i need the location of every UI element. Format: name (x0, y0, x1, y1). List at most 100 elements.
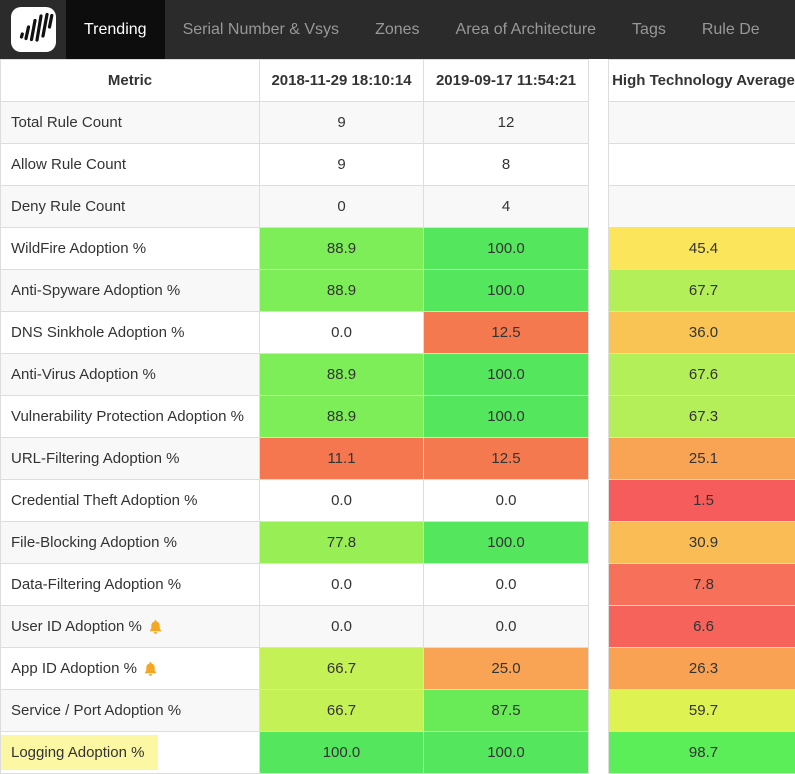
snapshot2-value-cell: 12 (423, 101, 589, 144)
snapshot2-value-cell: 100.0 (423, 269, 589, 312)
table-row: App ID Adoption % 66.7 25.0 (0, 647, 589, 690)
industry-table-row: 67.3 (608, 395, 795, 438)
metric-label-cell: DNS Sinkhole Adoption % (0, 311, 260, 354)
snapshot2-value-cell: 0.0 (423, 479, 589, 522)
metric-label-cell: Total Rule Count (0, 101, 260, 144)
metric-label: WildFire Adoption % (11, 240, 147, 258)
nav-tab-label: Rule De (701, 20, 760, 38)
metric-label-cell: Service / Port Adoption % (0, 689, 260, 732)
metric-label-cell: Data-Filtering Adoption % (0, 563, 260, 606)
snapshot1-value-cell: 9 (259, 143, 424, 186)
industry-table-row (608, 143, 795, 186)
metric-label: Anti-Spyware Adoption % (11, 282, 181, 300)
snapshot1-value-cell: 9 (259, 101, 424, 144)
app-logo[interactable] (0, 0, 66, 59)
nav-tab-area-of-architecture[interactable]: Area of Architecture (438, 0, 615, 59)
snapshot1-value-cell: 0.0 (259, 311, 424, 354)
trend-table: Metric 2018-11-29 18:10:14 2019-09-17 11… (0, 59, 589, 774)
table-row: Credential Theft Adoption % 0.0 0.0 (0, 479, 589, 522)
metric-label: App ID Adoption % (11, 660, 137, 678)
table-row: Deny Rule Count 0 4 (0, 185, 589, 228)
industry-average-value-cell: 45.4 (608, 227, 795, 270)
industry-average-value-cell (608, 101, 795, 144)
industry-average-value-cell: 67.7 (608, 269, 795, 312)
snapshot1-value-cell: 0.0 (259, 479, 424, 522)
nav-tab-serial-number-vsys[interactable]: Serial Number & Vsys (165, 0, 358, 59)
metric-label-cell: Allow Rule Count (0, 143, 260, 186)
table-row: DNS Sinkhole Adoption % 0.0 12.5 (0, 311, 589, 354)
nav-tab-zones[interactable]: Zones (357, 0, 437, 59)
industry-average-column-header: High Technology Average (608, 59, 795, 102)
snapshot1-value-cell: 77.8 (259, 521, 424, 564)
metric-label: Allow Rule Count (11, 156, 127, 174)
industry-table-row: 1.5 (608, 479, 795, 522)
nav-tab-trending[interactable]: Trending (66, 0, 165, 59)
table-row: User ID Adoption % 0.0 0.0 (0, 605, 589, 648)
metric-label: Total Rule Count (11, 114, 122, 132)
nav-tab-rule-de[interactable]: Rule De (684, 0, 778, 59)
table-row: Allow Rule Count 9 8 (0, 143, 589, 186)
industry-average-value-cell: 25.1 (608, 437, 795, 480)
metric-label: Logging Adoption % (1, 735, 159, 770)
snapshot1-value-cell: 88.9 (259, 269, 424, 312)
top-nav: Trending Serial Number & Vsys Zones Area of… (0, 0, 795, 59)
industry-average-value-cell: 36.0 (608, 311, 795, 354)
snapshot1-value-cell: 11.1 (259, 437, 424, 480)
metric-column-header: Metric (0, 59, 260, 102)
industry-average-value-cell: 6.6 (608, 605, 795, 648)
industry-average-value-cell: 1.5 (608, 479, 795, 522)
industry-table-row (608, 101, 795, 144)
industry-average-table: High Technology Average 45.4 67.7 36.0 6… (608, 59, 795, 774)
metric-label-cell: Deny Rule Count (0, 185, 260, 228)
snapshot2-value-cell: 0.0 (423, 605, 589, 648)
industry-table-row: 30.9 (608, 521, 795, 564)
industry-average-value-cell: 67.3 (608, 395, 795, 438)
nav-tab-label: Zones (375, 20, 420, 38)
metric-label: DNS Sinkhole Adoption % (11, 324, 185, 342)
metric-label: File-Blocking Adoption % (11, 534, 177, 552)
table-row: Total Rule Count 9 12 (0, 101, 589, 144)
metric-label: Credential Theft Adoption % (11, 492, 198, 510)
nav-tab-label: Tags (632, 20, 666, 38)
industry-average-value-cell: 30.9 (608, 521, 795, 564)
table-row: Logging Adoption % 100.0 100.0 (0, 731, 589, 774)
snapshot2-column-header: 2019-09-17 11:54:21 (423, 59, 589, 102)
industry-table-header-row: High Technology Average (608, 59, 795, 102)
snapshot1-value-cell: 66.7 (259, 689, 424, 732)
metric-label-cell: File-Blocking Adoption % (0, 521, 260, 564)
snapshot2-value-cell: 100.0 (423, 395, 589, 438)
metric-label-cell: Logging Adoption % (0, 731, 260, 774)
metric-label-cell: User ID Adoption % (0, 605, 260, 648)
industry-table-row: 26.3 (608, 647, 795, 690)
industry-table-row: 59.7 (608, 689, 795, 732)
trend-table-body: Total Rule Count 9 12 Allow Rule Count 9… (0, 101, 589, 774)
metric-label-cell: App ID Adoption % (0, 647, 260, 690)
snapshot2-value-cell: 100.0 (423, 227, 589, 270)
metric-label: URL-Filtering Adoption % (11, 450, 180, 468)
table-row: Vulnerability Protection Adoption % 88.9… (0, 395, 589, 438)
snapshot1-value-cell: 0.0 (259, 605, 424, 648)
snapshot2-value-cell: 100.0 (423, 353, 589, 396)
industry-average-value-cell (608, 143, 795, 186)
metric-label-cell: URL-Filtering Adoption % (0, 437, 260, 480)
metric-label: Vulnerability Protection Adoption % (11, 408, 244, 426)
snapshot1-value-cell: 88.9 (259, 353, 424, 396)
industry-average-value-cell: 26.3 (608, 647, 795, 690)
alert-bell-icon (149, 619, 162, 634)
snapshot2-value-cell: 87.5 (423, 689, 589, 732)
snapshot2-value-cell: 4 (423, 185, 589, 228)
industry-table-row: 25.1 (608, 437, 795, 480)
metric-label: Data-Filtering Adoption % (11, 576, 182, 594)
snapshot2-value-cell: 25.0 (423, 647, 589, 690)
snapshot1-value-cell: 0.0 (259, 563, 424, 606)
snapshot1-value-cell: 100.0 (259, 731, 424, 774)
industry-table-row (608, 185, 795, 228)
metric-label-cell: WildFire Adoption % (0, 227, 260, 270)
snapshot2-value-cell: 100.0 (423, 521, 589, 564)
nav-tab-tags[interactable]: Tags (614, 0, 684, 59)
industry-table-row: 6.6 (608, 605, 795, 648)
trend-table-header-row: Metric 2018-11-29 18:10:14 2019-09-17 11… (0, 59, 589, 102)
metric-label: Service / Port Adoption % (11, 702, 182, 720)
table-row: File-Blocking Adoption % 77.8 100.0 (0, 521, 589, 564)
snapshot2-value-cell: 12.5 (423, 311, 589, 354)
